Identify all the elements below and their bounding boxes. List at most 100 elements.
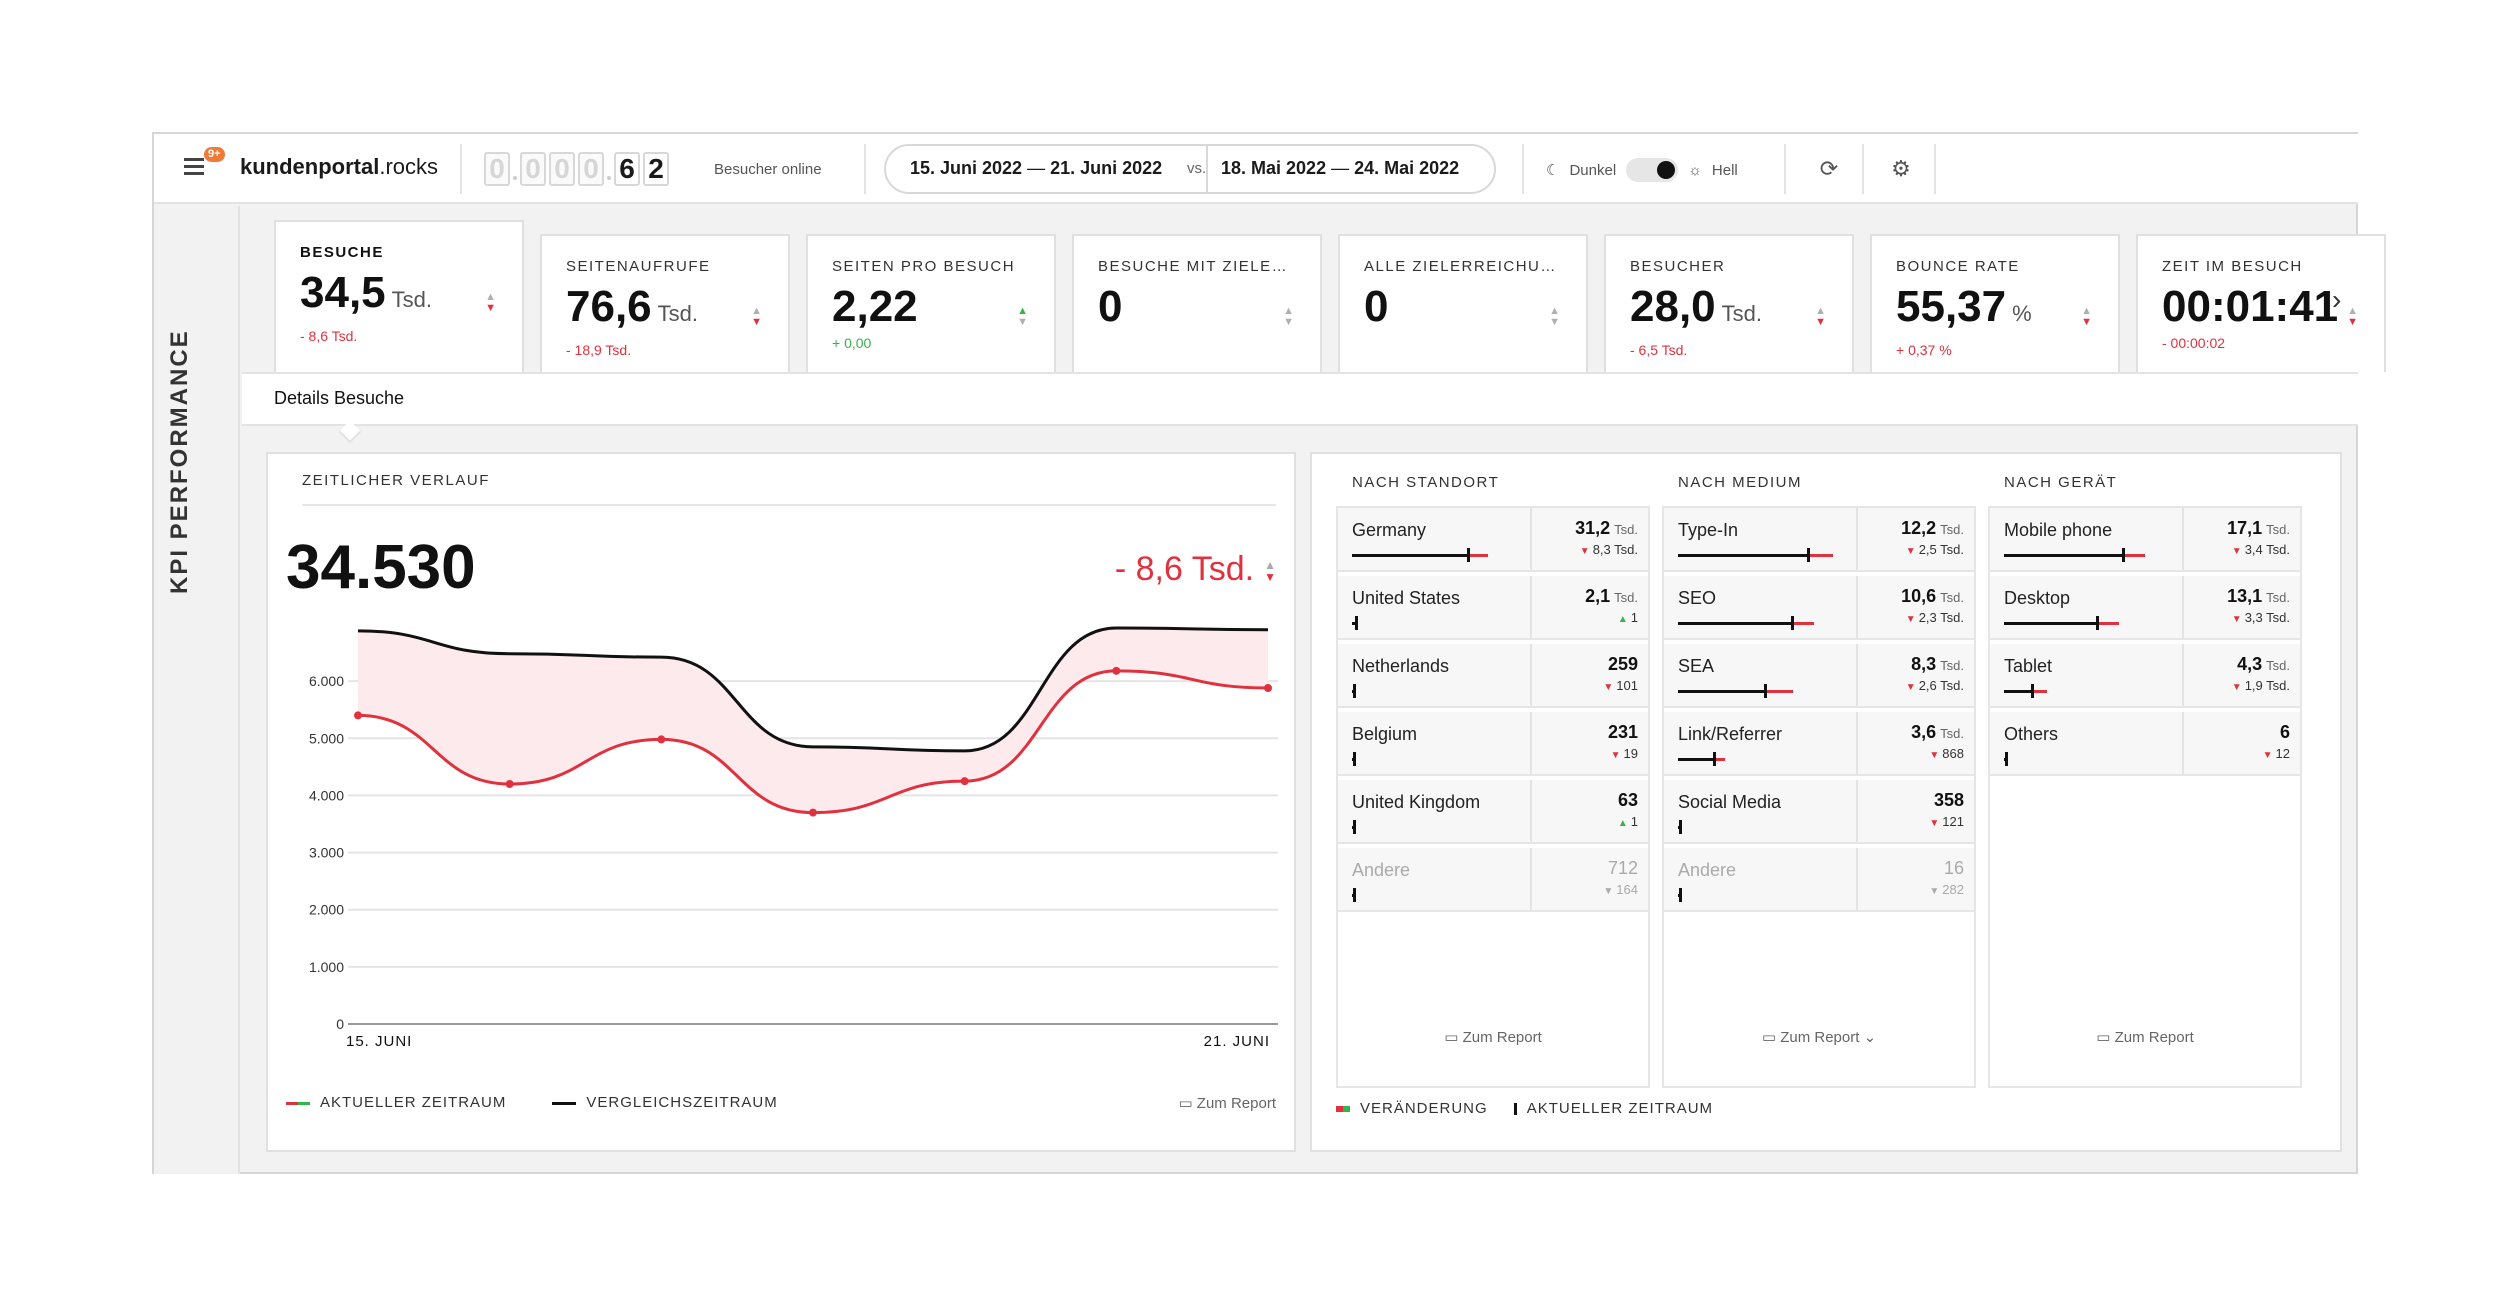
breakdown-row[interactable]: Andere 712 ▼ 164 bbox=[1338, 848, 1648, 912]
data-point bbox=[1264, 684, 1272, 692]
counter-digit: 2 bbox=[643, 152, 669, 186]
header-divider bbox=[1862, 144, 1864, 194]
kpi-value: 76,6 Tsd. bbox=[566, 282, 698, 331]
kpi-card[interactable]: BESUCHE MIT ZIELERR... 0 ▲ ▼ bbox=[1072, 234, 1322, 372]
legend-current-period: AKTUELLER ZEITRAUM bbox=[1513, 1100, 1713, 1117]
breakdown-report-link[interactable]: ▭ Zum Report bbox=[2096, 1029, 2194, 1046]
row-label: Germany bbox=[1352, 520, 1427, 540]
breakdown-row[interactable]: Desktop 13,1 Tsd. ▼ 3,3 Tsd. bbox=[1990, 576, 2300, 640]
breakdown-row[interactable]: Netherlands 259 ▼ 101 bbox=[1338, 644, 1648, 708]
row-delta: ▼ 2,5 Tsd. bbox=[1905, 542, 1964, 557]
kpi-title: BESUCHER bbox=[1630, 258, 1726, 275]
row-marker bbox=[2031, 684, 2034, 698]
counter-digit: 0 bbox=[520, 152, 546, 186]
breakdown-row[interactable]: Social Media 358 ▼ 121 bbox=[1664, 780, 1974, 844]
kpi-card[interactable]: ALLE ZIELERREICHUNG... 0 ▲ ▼ bbox=[1338, 234, 1588, 372]
compare-range[interactable]: 18. Mai 2022 — 24. Mai 2022 bbox=[1221, 158, 1460, 178]
kpi-card[interactable]: ZEIT IM BESUCH 00:01:41 - 00:00:02 ▲ ▼ bbox=[2136, 234, 2386, 372]
menu-icon[interactable] bbox=[184, 154, 210, 184]
kpi-value: 2,22 bbox=[832, 282, 918, 331]
row-delta: ▲ 1 bbox=[1617, 814, 1638, 829]
row-marker bbox=[1679, 820, 1682, 834]
y-tick-label: 1.000 bbox=[309, 959, 344, 975]
legend-change: VERÄNDERUNG bbox=[1336, 1100, 1488, 1117]
brand-logo[interactable]: kundenportal.rocks bbox=[240, 154, 439, 179]
breakdown-row[interactable]: Germany 31,2 Tsd. ▼ 8,3 Tsd. bbox=[1338, 508, 1648, 572]
row-change-bar bbox=[1469, 554, 1488, 557]
row-bar bbox=[1678, 622, 1793, 625]
chart-legend: AKTUELLER ZEITRAUM VERGLEICHSZEITRAUM bbox=[286, 1094, 778, 1111]
kpi-card[interactable]: BOUNCE RATE 55,37% + 0,37 % ▲ ▼ bbox=[1870, 234, 2120, 372]
kpi-value: 28,0 Tsd. bbox=[1630, 282, 1762, 331]
breakdown-report-link[interactable]: ▭ Zum Report bbox=[1444, 1029, 1542, 1046]
row-value-cell: 8,3 Tsd. ▼ 2,6 Tsd. bbox=[1856, 644, 1974, 706]
breakdown-row[interactable]: Andere 16 ▼ 282 bbox=[1664, 848, 1974, 912]
kpi-unit: Tsd. bbox=[391, 287, 432, 312]
row-delta: ▼ 3,3 Tsd. bbox=[2231, 610, 2290, 625]
breakdown-row[interactable]: Mobile phone 17,1 Tsd. ▼ 3,4 Tsd. bbox=[1990, 508, 2300, 572]
row-marker bbox=[1791, 616, 1794, 630]
row-marker bbox=[1353, 820, 1356, 834]
kpi-value: 00:01:41 bbox=[2162, 282, 2339, 331]
tab-details-besuche[interactable]: Details Besuche bbox=[274, 388, 405, 408]
breakdown-row[interactable]: Belgium 231 ▼ 19 bbox=[1338, 712, 1648, 776]
counter-digit: 6 bbox=[614, 152, 640, 186]
row-value: 4,3 Tsd. bbox=[2237, 654, 2290, 674]
kpi-card[interactable]: SEITEN PRO BESUCH 2,22 + 0,00 ▲ ▼ bbox=[806, 234, 1056, 372]
breakdown-row[interactable]: Others 6 ▼ 12 bbox=[1990, 712, 2300, 776]
kpi-unit: Tsd. bbox=[657, 301, 698, 326]
title-divider bbox=[302, 504, 1276, 506]
breakdown-row[interactable]: Link/Referrer 3,6 Tsd. ▼ 868 bbox=[1664, 712, 1974, 776]
row-value: 3,6 Tsd. bbox=[1911, 722, 1964, 742]
row-delta: ▼ 2,6 Tsd. bbox=[1905, 678, 1964, 693]
breakdown-row[interactable]: Type-In 12,2 Tsd. ▼ 2,5 Tsd. bbox=[1664, 508, 1974, 572]
row-label: Type-In bbox=[1678, 520, 1739, 540]
row-value-cell: 63 ▲ 1 bbox=[1530, 780, 1648, 842]
breakdown-title: NACH MEDIUM bbox=[1678, 474, 1802, 491]
kpi-card[interactable]: BESUCHE 34,5 Tsd. - 8,6 Tsd. ▲ ▼ bbox=[274, 220, 524, 372]
breakdown-report-link[interactable]: ▭ Zum Report ⌄ bbox=[1761, 1029, 1877, 1046]
breakdown-row[interactable]: Tablet 4,3 Tsd. ▼ 1,9 Tsd. bbox=[1990, 644, 2300, 708]
row-marker bbox=[2122, 548, 2125, 562]
breakdown-row[interactable]: United States 2,1 Tsd. ▲ 1 bbox=[1338, 576, 1648, 640]
breakdown-row[interactable]: SEO 10,6 Tsd. ▼ 2,3 Tsd. bbox=[1664, 576, 1974, 640]
row-value: 17,1 Tsd. bbox=[2227, 518, 2290, 538]
counter-digit: 0 bbox=[484, 152, 510, 186]
chevron-right-icon[interactable]: › bbox=[2332, 284, 2342, 315]
theme-toggle[interactable] bbox=[1626, 158, 1679, 182]
header-divider bbox=[864, 144, 866, 194]
row-label: Social Media bbox=[1678, 792, 1782, 812]
row-value: 12,2 Tsd. bbox=[1901, 518, 1964, 538]
refresh-icon[interactable]: ⟳ bbox=[1819, 156, 1839, 181]
data-point bbox=[960, 777, 969, 786]
legend-current: AKTUELLER ZEITRAUM bbox=[286, 1094, 506, 1111]
row-label: SEA bbox=[1678, 656, 1715, 676]
theme-switch: ☾ Dunkel ☼ Hell bbox=[1546, 158, 1738, 182]
total-delta: - 8,6 Tsd. ▲ ▼ bbox=[1114, 550, 1276, 588]
row-value-cell: 31,2 Tsd. ▼ 8,3 Tsd. bbox=[1530, 508, 1648, 570]
breakdown-legend: VERÄNDERUNG AKTUELLER ZEITRAUM bbox=[1336, 1100, 1713, 1117]
theme-dark-label: Dunkel bbox=[1569, 161, 1617, 179]
breakdown-row[interactable]: SEA 8,3 Tsd. ▼ 2,6 Tsd. bbox=[1664, 644, 1974, 708]
breakdown-column: Mobile phone 17,1 Tsd. ▼ 3,4 Tsd. Desktop 13,1… bbox=[1988, 506, 2302, 1088]
breakdown-row[interactable]: United Kingdom 63 ▲ 1 bbox=[1338, 780, 1648, 844]
kpi-delta: - 8,6 Tsd. bbox=[300, 328, 358, 344]
y-tick-label: 3.000 bbox=[309, 845, 344, 861]
counter-digit: 0 bbox=[549, 152, 575, 186]
kpi-performance-label: KPI PERFORMANCE bbox=[166, 329, 193, 594]
timeline-report-link[interactable]: ▭ Zum Report bbox=[1178, 1095, 1276, 1112]
kpi-value: 0 bbox=[1364, 282, 1389, 331]
current-range[interactable]: 15. Juni 2022 — 21. Juni 2022 bbox=[910, 158, 1163, 178]
row-delta: ▼ 282 bbox=[1929, 882, 1964, 897]
date-range-picker[interactable]: 15. Juni 2022 — 21. Juni 2022 vs. 18. Ma… bbox=[884, 144, 1496, 194]
row-label: Netherlands bbox=[1352, 656, 1450, 676]
row-marker bbox=[1679, 888, 1682, 902]
row-marker bbox=[1353, 888, 1356, 902]
row-label: Andere bbox=[1678, 860, 1737, 880]
report-icon: ▭ bbox=[1178, 1095, 1193, 1112]
x-tick-label: 15. JUNI bbox=[346, 1033, 412, 1050]
kpi-card[interactable]: BESUCHER 28,0 Tsd. - 6,5 Tsd. ▲ ▼ bbox=[1604, 234, 1854, 372]
gear-icon[interactable]: ⚙ bbox=[1891, 156, 1911, 181]
kpi-card[interactable]: SEITENAUFRUFE 76,6 Tsd. - 18,9 Tsd. ▲ ▼ bbox=[540, 234, 790, 372]
